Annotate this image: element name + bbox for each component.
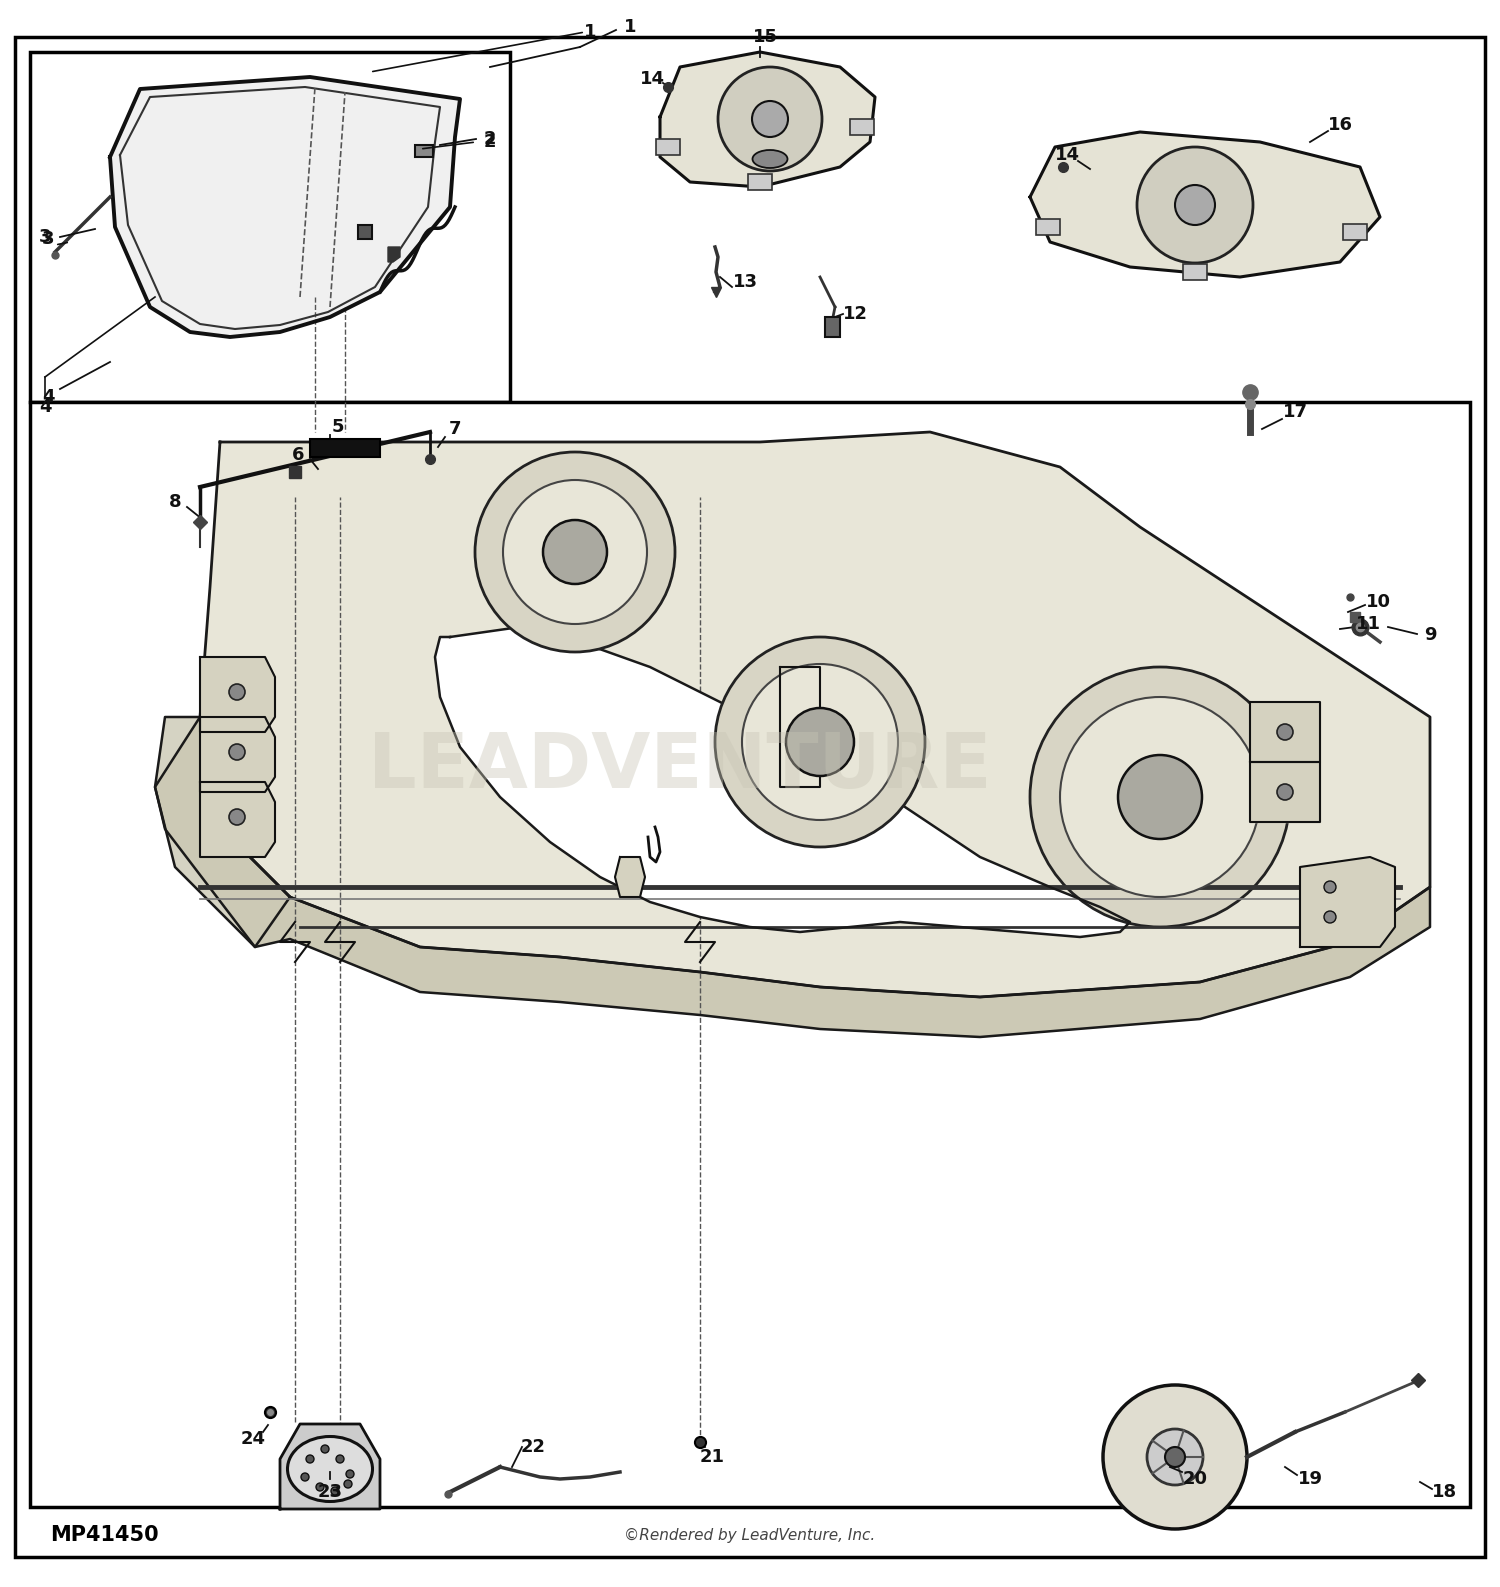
Circle shape (230, 744, 244, 760)
Circle shape (1148, 1428, 1203, 1485)
Circle shape (316, 1482, 324, 1492)
Circle shape (752, 102, 788, 136)
Polygon shape (110, 78, 460, 336)
Polygon shape (200, 717, 274, 792)
Circle shape (543, 521, 608, 584)
Polygon shape (280, 1424, 380, 1509)
Text: 1: 1 (624, 17, 636, 37)
Text: 14: 14 (1054, 146, 1080, 163)
Circle shape (1060, 697, 1260, 897)
Circle shape (718, 67, 822, 171)
Circle shape (1324, 881, 1336, 893)
Text: 8: 8 (168, 494, 182, 511)
Circle shape (230, 684, 244, 700)
Bar (825, 317, 840, 336)
Circle shape (306, 1455, 314, 1463)
Circle shape (1276, 784, 1293, 800)
Circle shape (1137, 148, 1252, 263)
Circle shape (332, 1487, 339, 1495)
Circle shape (1166, 1447, 1185, 1466)
Text: 15: 15 (753, 29, 777, 46)
Circle shape (476, 452, 675, 652)
Polygon shape (1030, 132, 1380, 278)
Circle shape (302, 1473, 309, 1481)
Polygon shape (660, 52, 874, 187)
Text: 6: 6 (291, 446, 304, 463)
Text: ©Rendered by LeadVenture, Inc.: ©Rendered by LeadVenture, Inc. (624, 1528, 876, 1543)
Polygon shape (1250, 701, 1320, 762)
Polygon shape (200, 657, 274, 732)
Text: 19: 19 (1298, 1470, 1323, 1489)
Text: 16: 16 (1328, 116, 1353, 133)
Circle shape (1324, 911, 1336, 924)
Text: 1: 1 (584, 22, 596, 41)
Circle shape (346, 1470, 354, 1477)
Circle shape (716, 636, 926, 847)
Text: 23: 23 (318, 1482, 342, 1501)
Circle shape (230, 809, 244, 825)
Circle shape (1118, 755, 1202, 840)
Text: 12: 12 (843, 305, 867, 324)
Text: 20: 20 (1182, 1470, 1208, 1489)
Text: 2: 2 (483, 133, 496, 151)
Text: 24: 24 (240, 1430, 266, 1447)
Polygon shape (154, 717, 1430, 1036)
Bar (416, 144, 434, 157)
Text: 3: 3 (42, 230, 54, 248)
Text: 4: 4 (39, 398, 51, 416)
Text: 22: 22 (520, 1438, 546, 1455)
Circle shape (344, 1481, 352, 1489)
Bar (358, 225, 372, 240)
Circle shape (336, 1455, 344, 1463)
Circle shape (503, 479, 646, 624)
Text: 9: 9 (1424, 625, 1437, 644)
Bar (1342, 224, 1366, 240)
Circle shape (1030, 667, 1290, 927)
Text: 4: 4 (42, 387, 54, 406)
Polygon shape (154, 717, 290, 947)
Text: 14: 14 (639, 70, 664, 87)
Bar (748, 175, 772, 190)
Bar (850, 119, 874, 135)
Circle shape (1102, 1385, 1246, 1528)
Polygon shape (1300, 857, 1395, 947)
Text: 3: 3 (39, 229, 51, 246)
Text: 18: 18 (1432, 1482, 1458, 1501)
Polygon shape (435, 627, 1130, 936)
Circle shape (742, 663, 898, 820)
Bar (30, 402, 1470, 1508)
Text: 17: 17 (1282, 403, 1308, 421)
Bar (310, 440, 380, 457)
Polygon shape (1250, 762, 1320, 822)
Text: 2: 2 (483, 130, 496, 148)
Polygon shape (388, 248, 400, 262)
Bar (656, 140, 680, 156)
Circle shape (321, 1446, 328, 1454)
Ellipse shape (288, 1436, 372, 1501)
Circle shape (786, 708, 853, 776)
Bar (30, 52, 510, 402)
Polygon shape (780, 667, 820, 787)
Text: MP41450: MP41450 (50, 1525, 159, 1546)
Circle shape (1174, 186, 1215, 225)
Text: 5: 5 (332, 417, 344, 436)
Polygon shape (615, 857, 645, 897)
Ellipse shape (753, 151, 788, 168)
Polygon shape (200, 782, 274, 857)
Bar (1036, 219, 1060, 235)
Bar (1184, 263, 1208, 279)
Text: 10: 10 (1365, 594, 1390, 611)
Text: 13: 13 (732, 273, 758, 290)
Text: 21: 21 (699, 1447, 724, 1466)
Circle shape (1276, 724, 1293, 740)
Text: 7: 7 (448, 421, 462, 438)
Text: 11: 11 (1356, 616, 1380, 633)
Text: LEADVENTURE: LEADVENTURE (369, 730, 992, 805)
Polygon shape (200, 432, 1430, 997)
